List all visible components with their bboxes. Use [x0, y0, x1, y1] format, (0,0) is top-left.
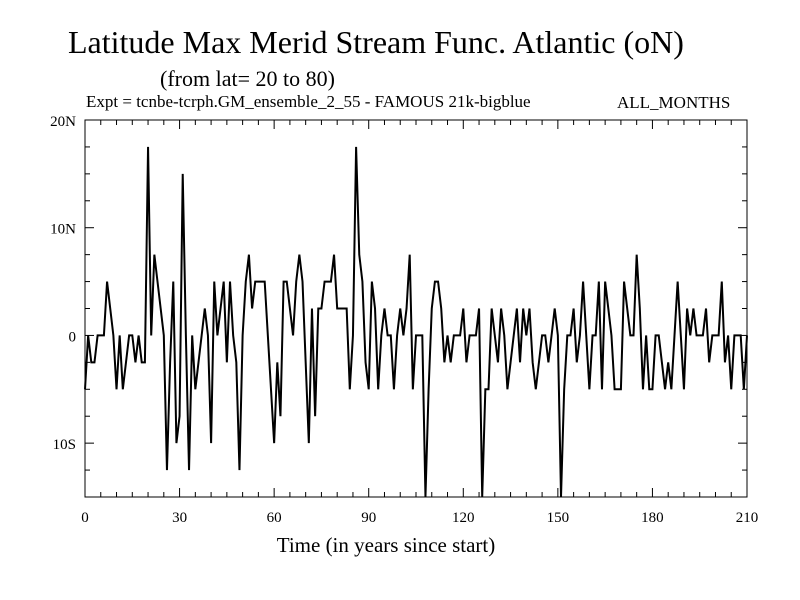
x-tick-label: 30 [172, 510, 187, 526]
x-tick-label: 0 [81, 510, 89, 526]
x-tick-label: 60 [267, 510, 282, 526]
plot-frame [84, 119, 748, 498]
x-tick-label: 90 [361, 510, 376, 526]
x-tick-label: 120 [452, 510, 475, 526]
months-label: ALL_MONTHS [617, 93, 731, 112]
tick-labels: 0 30 60 90 120 150 180 210 10S 0 10N 20N [50, 114, 758, 526]
experiment-label: Expt = tcnbe-tcrph.GM_ensemble_2_55 - FA… [86, 92, 531, 111]
chart-subtitle: (from lat= 20 to 80) [160, 66, 335, 91]
y-tick-label: 10N [50, 222, 76, 238]
x-tick-label: 150 [547, 510, 570, 526]
y-tick-label: 20N [50, 114, 76, 130]
y-tick-label: 0 [69, 329, 77, 345]
y-tick-label: 10S [53, 437, 76, 453]
x-tick-label: 180 [641, 510, 664, 526]
series-line [84, 146, 748, 498]
x-axis-label: Time (in years since start) [277, 533, 496, 557]
x-tick-label: 210 [736, 510, 759, 526]
chart-title: Latitude Max Merid Stream Func. Atlantic… [68, 24, 684, 60]
axis-ticks [84, 119, 748, 498]
